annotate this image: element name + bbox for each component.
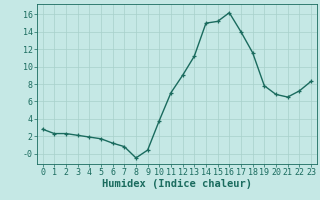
X-axis label: Humidex (Indice chaleur): Humidex (Indice chaleur) <box>102 179 252 189</box>
